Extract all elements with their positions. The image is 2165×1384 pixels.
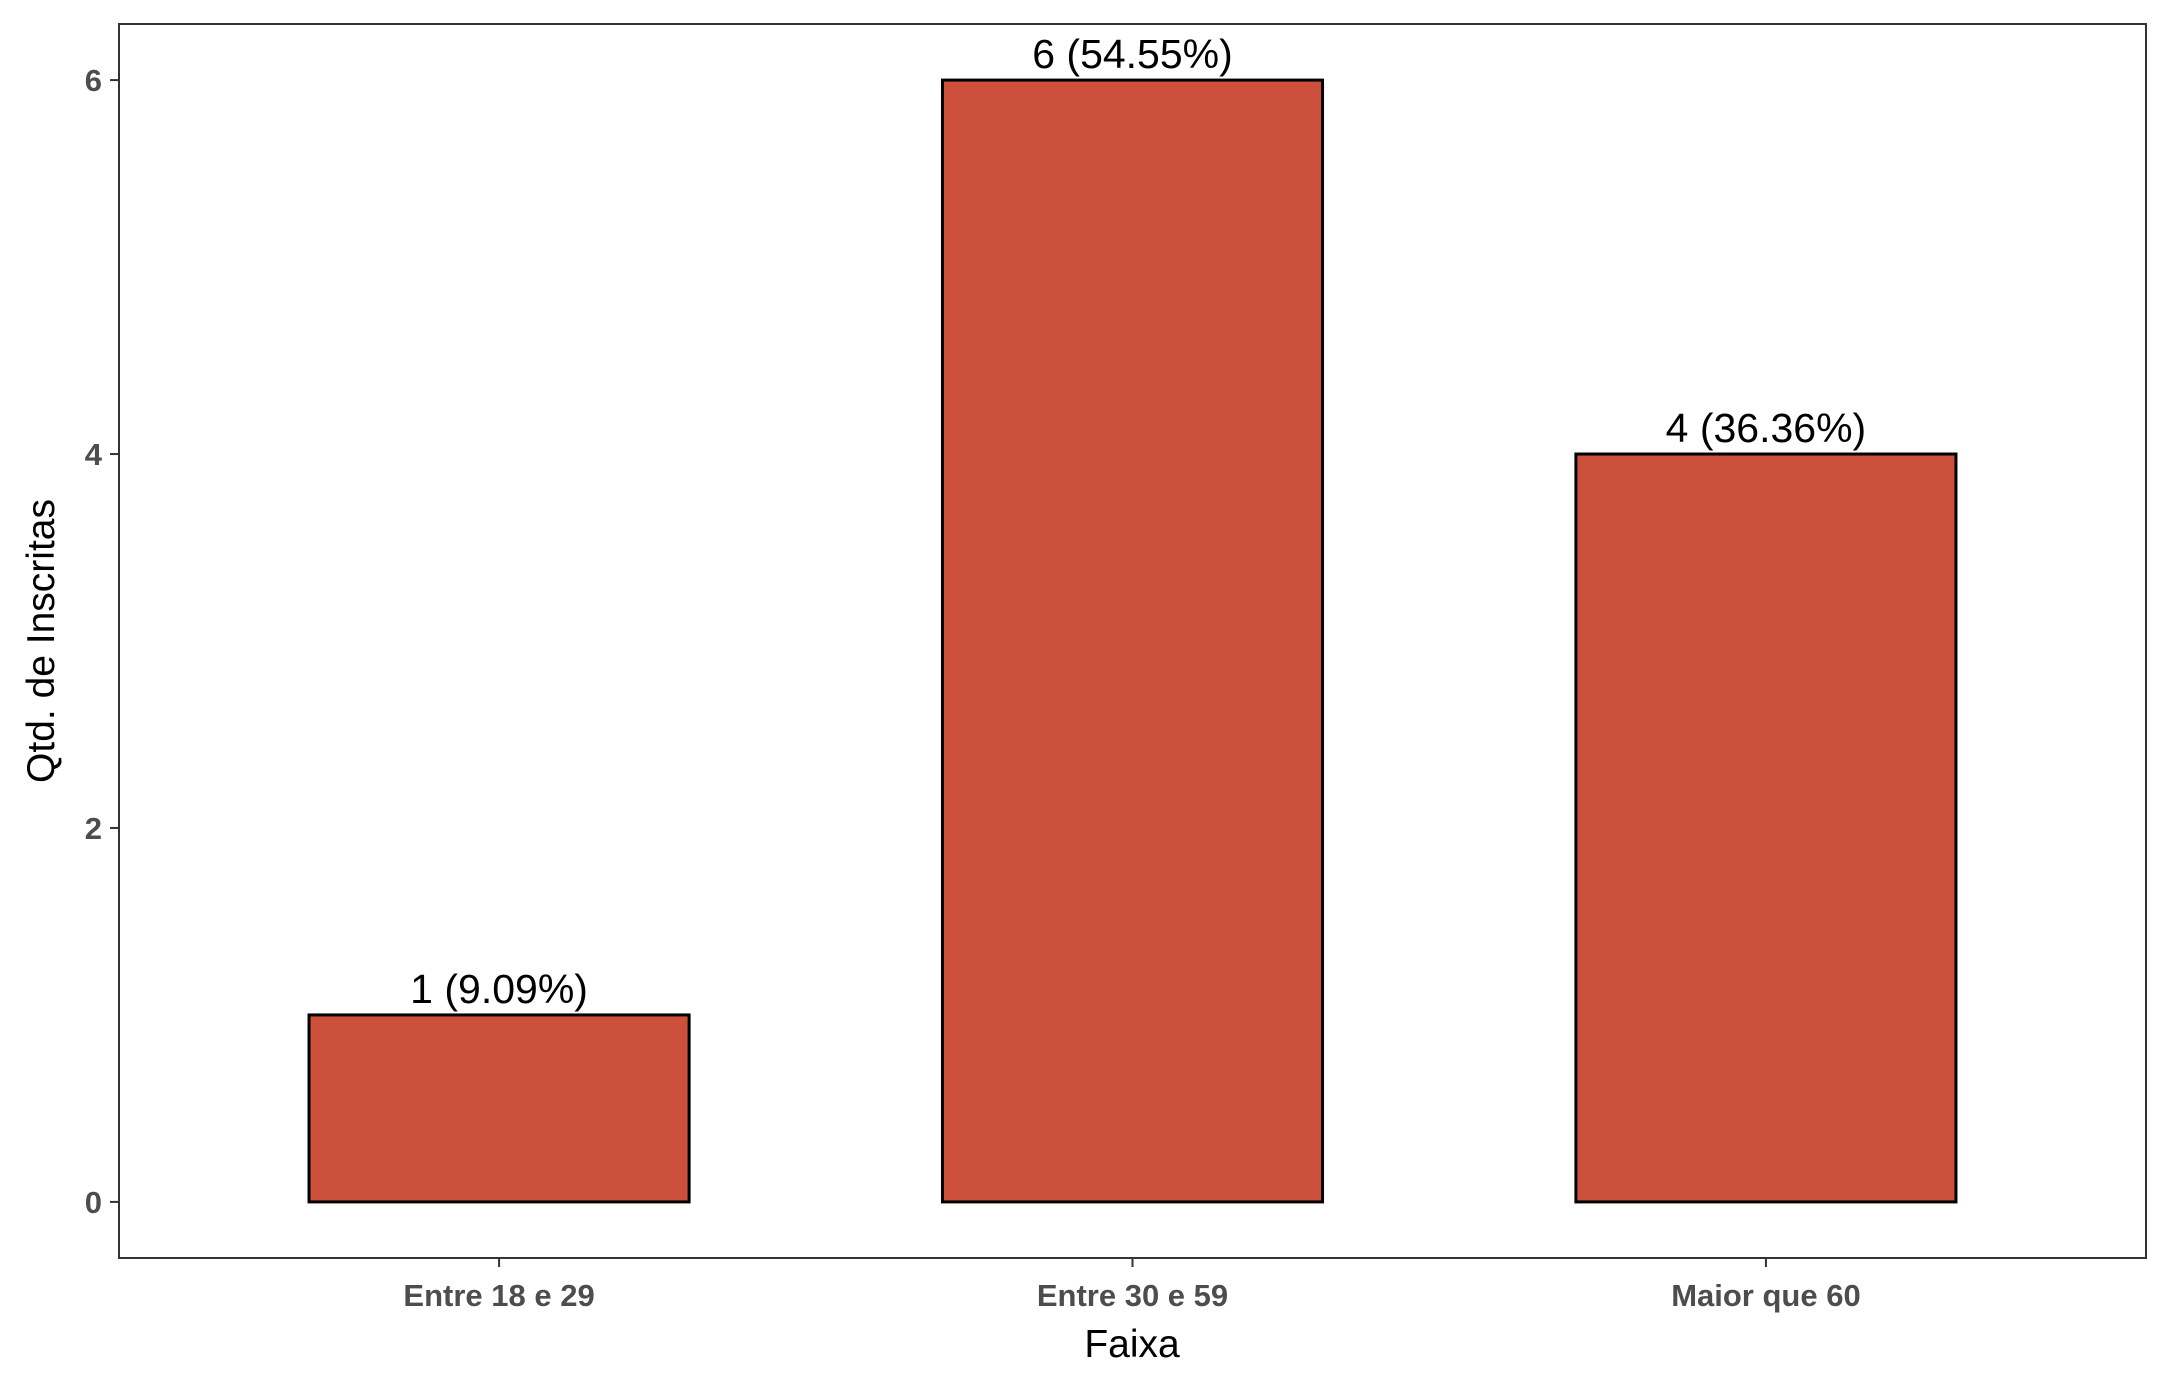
- data-label: 4 (36.36%): [1666, 405, 1867, 451]
- y-tick-label: 2: [85, 811, 102, 846]
- y-axis-title: Qtd. de Inscritas: [20, 499, 63, 783]
- data-label: 6 (54.55%): [1032, 31, 1233, 77]
- y-tick-label: 6: [85, 63, 102, 98]
- bar: [940, 78, 1325, 1204]
- y-tick-label: 4: [85, 437, 103, 472]
- x-tick-label: Maior que 60: [1671, 1278, 1861, 1313]
- x-axis: Entre 18 e 29 Entre 30 e 59 Maior que 60: [403, 1258, 1861, 1313]
- x-tick-label: Entre 30 e 59: [1037, 1278, 1228, 1313]
- x-tick-label: Entre 18 e 29: [403, 1278, 594, 1313]
- data-label: 1 (9.09%): [410, 966, 588, 1012]
- bars: [307, 78, 1958, 1204]
- bar: [307, 1013, 691, 1204]
- y-tick-label: 0: [85, 1185, 102, 1220]
- bar: [1574, 452, 1958, 1204]
- y-axis: 0 2 4 6: [85, 63, 119, 1220]
- x-axis-title: Faixa: [1084, 1323, 1180, 1366]
- data-labels: 1 (9.09%) 6 (54.55%) 4 (36.36%): [410, 31, 1866, 1012]
